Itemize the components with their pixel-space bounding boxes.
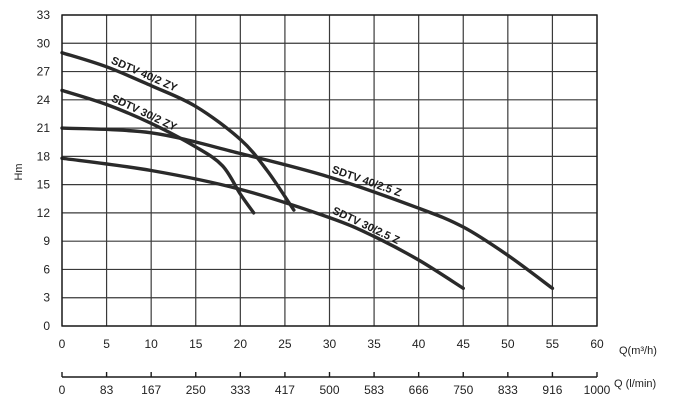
x2-axis-label: Q (l/min)	[614, 378, 656, 390]
series-line	[60, 126, 555, 291]
x-tick-label: 5	[103, 337, 110, 351]
x2-tick-label: 833	[498, 383, 518, 397]
x2-tick-label: 1000	[584, 383, 611, 397]
x-tick-label: 60	[590, 337, 604, 351]
x-tick-label: 55	[546, 337, 560, 351]
x-tick-label: 20	[234, 337, 248, 351]
curves	[60, 50, 555, 291]
y-tick-label: 3	[43, 291, 50, 305]
x-tick-label: 40	[412, 337, 426, 351]
tick-labels: 0 5 10 15 20 25 30 35 40 45 50 55 60 0 3 6 9 12 15 18 21 24 27…	[37, 8, 611, 397]
y-tick-label: 9	[43, 234, 50, 248]
x-tick-label: 35	[367, 337, 381, 351]
x-tick-label: 25	[278, 337, 292, 351]
y-tick-label: 15	[37, 178, 51, 192]
x2-tick-label: 0	[59, 383, 66, 397]
y-tick-label: 33	[37, 8, 51, 22]
x-tick-label: 30	[323, 337, 337, 351]
y-tick-label: 18	[37, 149, 51, 163]
x-tick-label: 45	[457, 337, 471, 351]
x-tick-label: 10	[144, 337, 158, 351]
y-tick-label: 0	[43, 319, 50, 333]
y-tick-label: 12	[37, 206, 51, 220]
y-tick-label: 24	[37, 93, 51, 107]
y-tick-label: 30	[37, 36, 51, 50]
y-axis-label: Hm	[13, 163, 25, 180]
series-line	[60, 88, 256, 215]
x2-tick-label: 417	[275, 383, 295, 397]
x2-tick-label: 83	[100, 383, 114, 397]
x-tick-label: 50	[501, 337, 515, 351]
x2-tick-label: 167	[141, 383, 161, 397]
x2-tick-label: 333	[230, 383, 250, 397]
plot-frame	[61, 14, 598, 327]
y-tick-label: 6	[43, 262, 50, 276]
x2-tick-label: 250	[186, 383, 206, 397]
x2-tick-label: 666	[409, 383, 429, 397]
x2-tick-label: 583	[364, 383, 384, 397]
series-label: SDTV 40/2 ZY	[109, 55, 179, 95]
x-tick-label: 0	[59, 337, 66, 351]
x2-tick-label: 916	[542, 383, 562, 397]
x2-tick-label: 750	[453, 383, 473, 397]
series-line	[60, 156, 465, 291]
x2-tick-label: 500	[319, 383, 339, 397]
y-tick-label: 27	[37, 65, 51, 79]
x-tick-label: 15	[189, 337, 203, 351]
y-tick-label: 21	[37, 121, 51, 135]
x-axis-label: Q(m³/h)	[619, 345, 657, 357]
series-line	[60, 50, 296, 212]
